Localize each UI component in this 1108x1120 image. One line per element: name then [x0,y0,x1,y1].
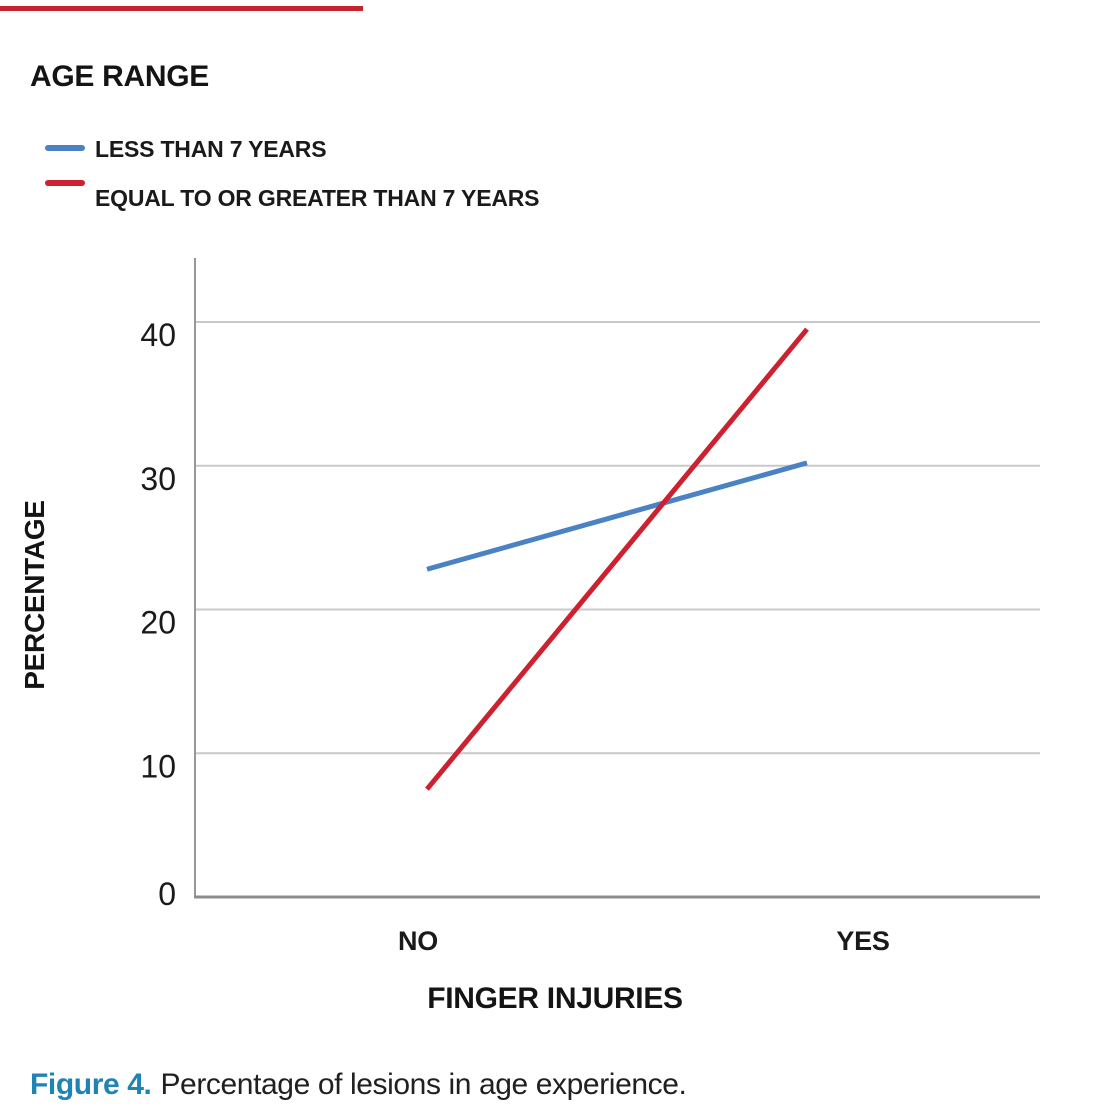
data-line-greater-equal-7-years [425,327,809,791]
data-line-less-than-7-years [426,460,808,572]
x-category-label-no: NO [398,926,438,956]
legend-label-greater-equal-7: EQUAL TO OR GREATER THAN 7 YEARS [95,185,540,211]
y-tick-label-20: 20 [140,605,176,641]
legend-line-swatch-less-than-7 [45,145,85,151]
x-category-label-yes: YES [836,926,889,956]
y-tick-label-40: 40 [140,317,176,353]
legend-title: AGE RANGE [30,60,209,93]
figure-caption-text: Percentage of lesions in age experience. [160,1068,687,1101]
y-tick-label-0: 0 [158,876,176,912]
y-axis-title: PERCENTAGE [19,500,50,689]
figure-caption-label: Figure 4. [30,1068,152,1101]
legend-line-swatch-greater-equal-7 [45,180,85,186]
figure-caption: Figure 4. Percentage of lesions in age ex… [30,1068,687,1102]
top-accent-bar [0,6,363,11]
legend-label-less-than-7: LESS THAN 7 YEARS [95,136,327,162]
x-axis-title: FINGER INJURIES [427,982,683,1015]
y-tick-label-30: 30 [140,461,176,497]
y-tick-label-10: 10 [140,748,176,784]
